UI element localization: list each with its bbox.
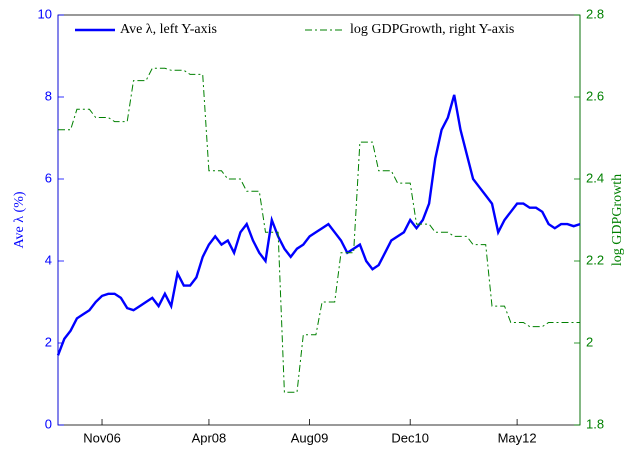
legend-label: log GDPGrowth, right Y-axis xyxy=(350,22,514,37)
y-tick-label: 6 xyxy=(45,170,52,185)
x-tick-label: May12 xyxy=(498,430,537,445)
y2-tick-label: 2.2 xyxy=(586,252,604,267)
y-tick-label: 0 xyxy=(45,416,52,431)
y2-tick-label: 2 xyxy=(586,334,593,349)
plot-frame xyxy=(57,14,581,426)
x-tick-label: Apr08 xyxy=(192,430,227,445)
y-tick-label: 2 xyxy=(45,334,52,349)
series-line xyxy=(58,67,580,393)
legend-label: Ave λ, left Y-axis xyxy=(120,22,217,37)
y2-tick-label: 2.6 xyxy=(586,88,604,103)
x-tick-label: Aug09 xyxy=(291,430,329,445)
y-tick-label: 8 xyxy=(45,88,52,103)
y-axis-label: Ave λ (%) xyxy=(12,191,27,248)
y2-tick-label: 2.8 xyxy=(586,6,604,21)
y-tick-label: 10 xyxy=(38,6,52,21)
series-line xyxy=(56,94,581,356)
x-tick-label: Nov06 xyxy=(83,430,121,445)
x-tick-label: Dec10 xyxy=(391,430,429,445)
y2-tick-label: 2.4 xyxy=(586,170,604,185)
y-tick-label: 4 xyxy=(45,252,52,267)
y2-axis-label: log GDPGrowth xyxy=(610,174,625,266)
y2-tick-label: 1.8 xyxy=(586,416,604,431)
